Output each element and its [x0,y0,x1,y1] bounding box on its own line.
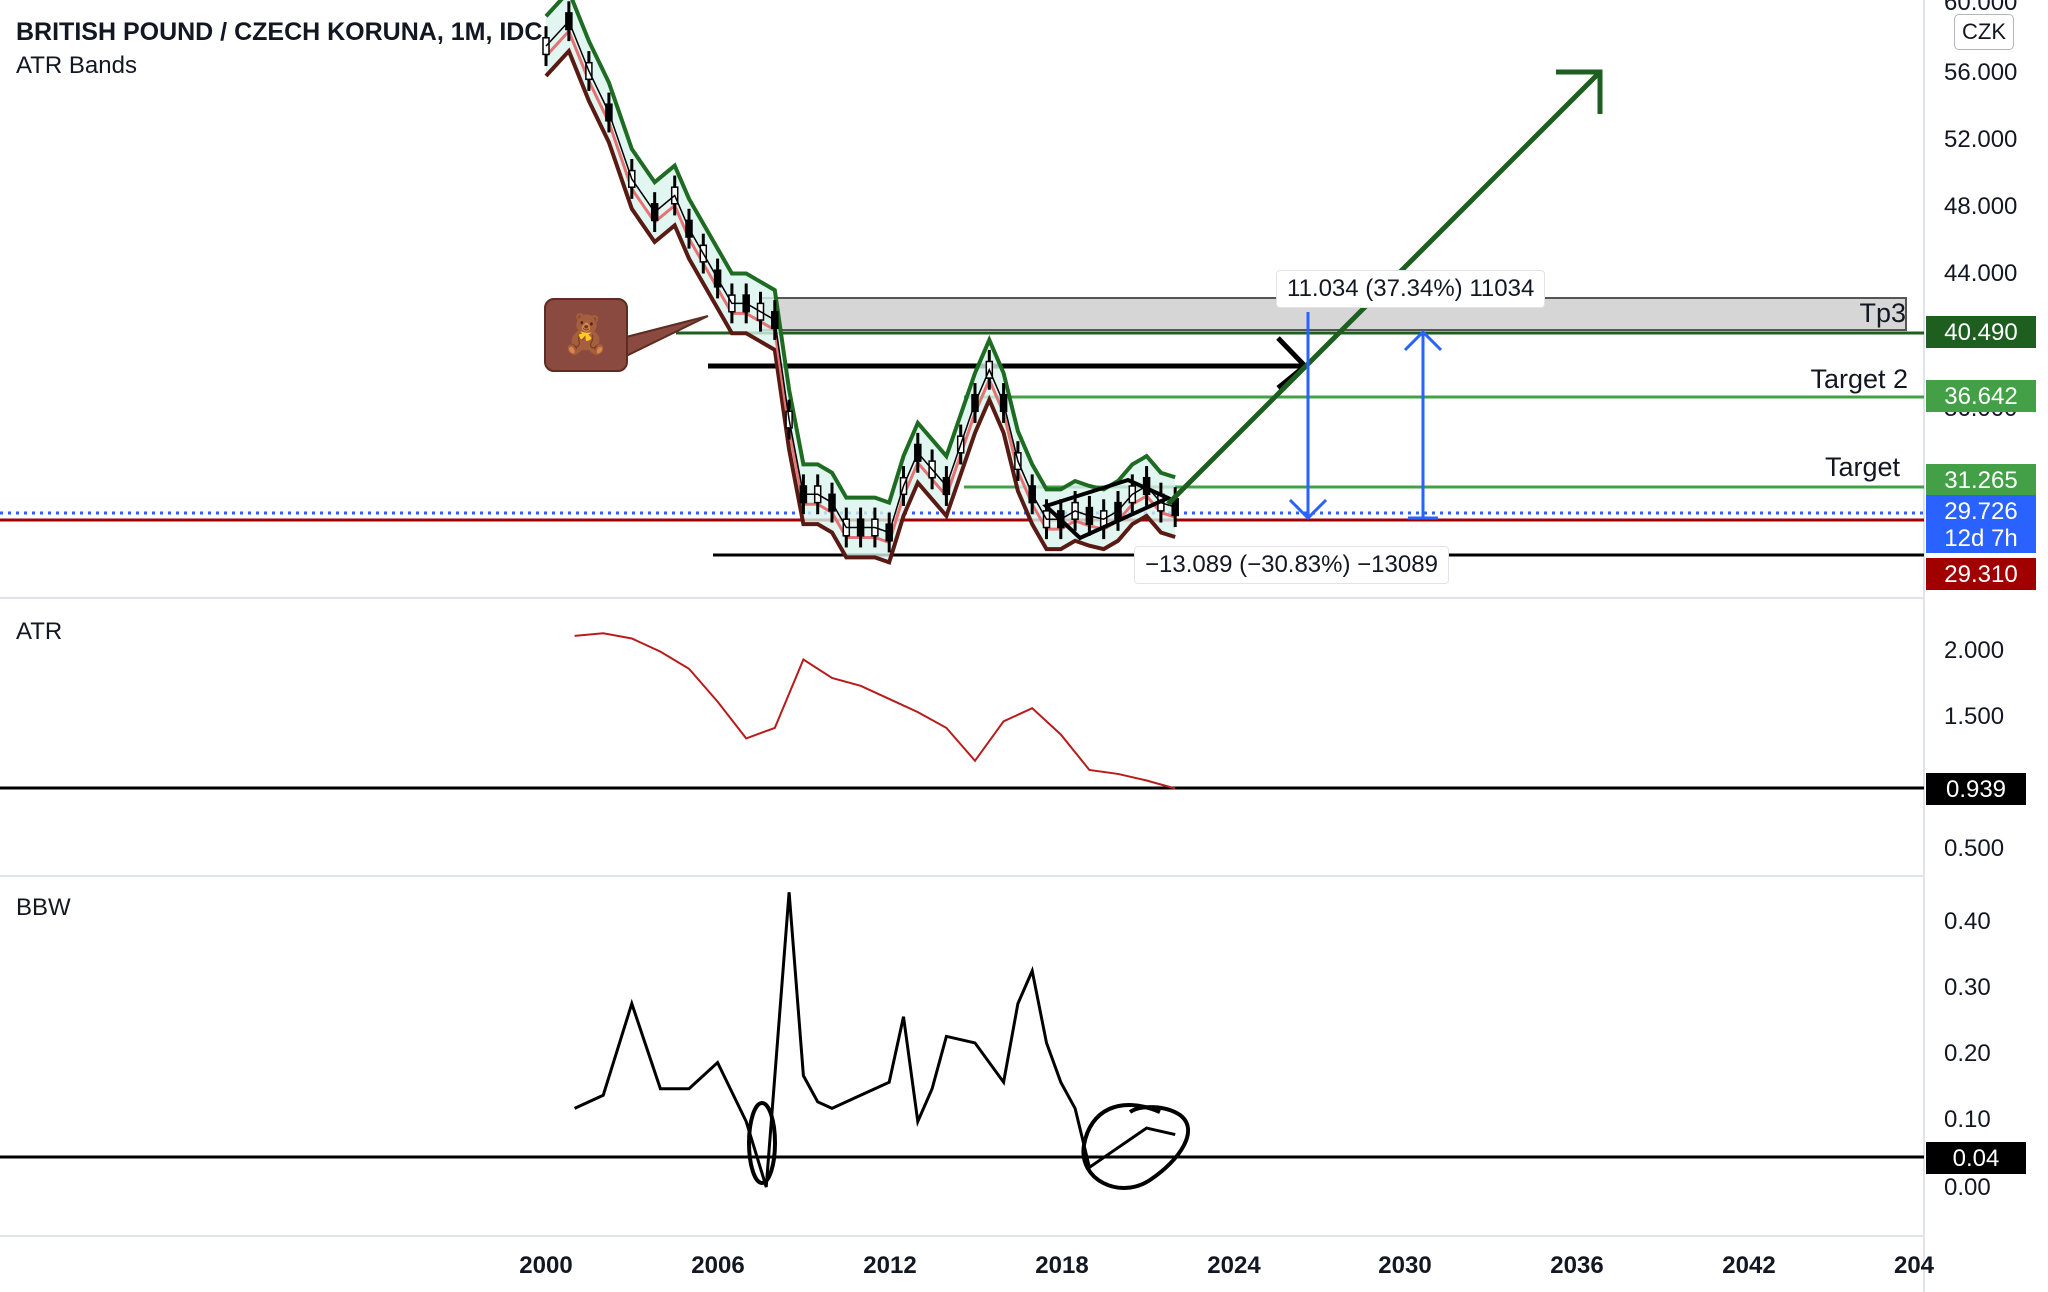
price-badge-value: 31.265 [1944,467,2017,494]
bbw-series [573,892,1176,1188]
price-badge-countdown: 12d 7h [1944,525,2017,552]
atr-line [574,632,1176,790]
bbw-squeeze-circle-left[interactable] [747,1101,777,1185]
measure-down-label[interactable]: −13.089 (−30.83%) −13089 [1134,546,1449,584]
price-axis-tick: 44.000 [1944,260,2017,287]
atr-lower-band [544,47,1176,565]
price-series [542,1,1179,553]
bbw-axis-tick: 0.30 [1944,974,1991,1001]
price-badge-value: 29.726 [1944,498,2017,525]
time-axis-tick: 2036 [1550,1252,1603,1279]
time-axis-tick: 2006 [691,1252,744,1279]
indicator-name[interactable]: ATR Bands [16,52,137,79]
bbw-axis-tick: 0.40 [1944,908,1991,935]
bbw-badge-value: 0.04 [1953,1145,2000,1172]
price-axis-tick: 60.000 [1944,0,2017,16]
price-badge [1926,316,2036,348]
atr-badge-value: 0.939 [1946,776,2006,803]
bear-callout-pointer [621,315,709,360]
atr-axis-tick: 0.500 [1944,835,2004,862]
price-badge-value: 29.310 [1944,561,2017,588]
bbw-line [573,892,1176,1188]
atr-band-fill [544,0,1176,565]
atr-upper-band [544,0,1176,506]
measure-down-arrowhead[interactable] [1288,498,1328,521]
tp3-label: Tp3 [1859,298,1906,328]
price-badge [1926,380,2036,412]
bear-icon[interactable]: 🧸 [544,298,628,372]
target-label: Target [1825,452,1901,482]
bbw-axis-tick: 0.10 [1944,1106,1991,1133]
target2-label: Target 2 [1810,364,1908,394]
price-badge-value: 36.642 [1944,383,2017,410]
bbw-axis-tick: 0.20 [1944,1040,1991,1067]
price-axis-tick: 56.000 [1944,59,2017,86]
measure-up-label[interactable]: 11.034 (37.34%) 11034 [1276,270,1546,308]
price-axis-tick: 48.000 [1944,193,2017,220]
time-axis-tick: 2018 [1035,1252,1088,1279]
time-axis-tick: 2024 [1207,1252,1261,1279]
atr-axis[interactable]: 2.000 1.500 0.500 0.939 [1926,637,2026,862]
atr-mid-line [544,28,1176,545]
time-axis-tick: 204 [1894,1252,1935,1279]
price-badge [1926,464,2036,496]
projection-arrowhead[interactable] [1556,69,1603,114]
time-axis[interactable]: 2000 2006 2012 2018 2024 2030 2036 2042 204 [519,1252,1934,1279]
symbol-title[interactable]: BRITISH POUND / CZECH KORUNA, 1M, IDC [16,18,543,46]
atr-pane-label[interactable]: ATR [16,618,63,645]
currency-button[interactable]: CZK [1954,14,2014,50]
atr-band-area [546,0,1176,563]
time-axis-tick: 2000 [519,1252,572,1279]
price-axis-tick: 52.000 [1944,126,2017,153]
measure-up-arrowhead[interactable] [1403,329,1443,352]
price-badge-value: 40.490 [1944,319,2017,346]
triangle-pattern[interactable] [1042,477,1173,541]
price-badge [1926,495,2036,553]
price-badge [1926,558,2036,590]
bbw-squeeze-circle-right[interactable] [1081,1102,1191,1190]
bbw-axis-tick: 0.00 [1944,1174,1991,1201]
atr-axis-tick: 2.000 [1944,637,2004,664]
atr-series [574,632,1176,790]
atr-badge [1926,773,2026,805]
time-axis-tick: 2012 [863,1252,916,1279]
bbw-pane-label[interactable]: BBW [16,894,71,921]
price-line [545,19,1176,534]
bbw-badge [1926,1142,2026,1174]
atr-axis-tick: 1.500 [1944,703,2004,730]
time-axis-tick: 2030 [1378,1252,1431,1279]
time-axis-tick: 2042 [1722,1252,1775,1279]
bbw-axis[interactable]: 0.40 0.30 0.20 0.10 0.000.04 [1926,908,2026,1201]
